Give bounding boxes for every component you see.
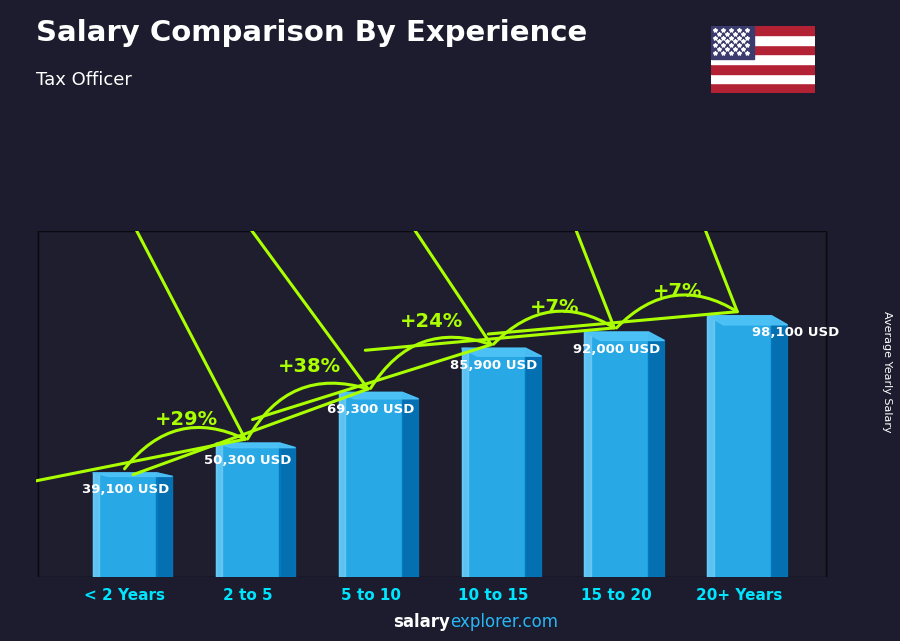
Polygon shape xyxy=(462,348,468,577)
FancyArrowPatch shape xyxy=(0,217,245,488)
Text: 92,000 USD: 92,000 USD xyxy=(573,342,661,356)
Polygon shape xyxy=(462,348,542,356)
Text: 85,900 USD: 85,900 USD xyxy=(450,359,537,372)
Polygon shape xyxy=(338,392,418,399)
Bar xyxy=(711,64,814,74)
Polygon shape xyxy=(707,316,714,577)
Text: +29%: +29% xyxy=(155,410,218,428)
Polygon shape xyxy=(584,332,591,577)
Polygon shape xyxy=(280,443,295,577)
Polygon shape xyxy=(216,443,295,447)
Bar xyxy=(711,35,814,45)
FancyArrowPatch shape xyxy=(253,137,491,420)
Polygon shape xyxy=(707,316,771,577)
Text: +38%: +38% xyxy=(277,356,340,376)
Polygon shape xyxy=(771,316,788,577)
Polygon shape xyxy=(338,392,345,577)
Text: salary: salary xyxy=(393,613,450,631)
Polygon shape xyxy=(157,473,173,577)
FancyBboxPatch shape xyxy=(39,231,825,577)
Polygon shape xyxy=(584,332,664,340)
Text: explorer.com: explorer.com xyxy=(450,613,558,631)
Bar xyxy=(711,74,814,83)
Text: 69,300 USD: 69,300 USD xyxy=(328,403,415,416)
Text: +7%: +7% xyxy=(653,282,703,301)
Polygon shape xyxy=(93,473,99,577)
Polygon shape xyxy=(216,443,222,577)
Polygon shape xyxy=(707,316,788,325)
FancyArrowPatch shape xyxy=(489,79,737,334)
Polygon shape xyxy=(462,348,526,577)
Bar xyxy=(711,83,814,93)
Polygon shape xyxy=(216,443,280,577)
Bar xyxy=(711,26,754,60)
Polygon shape xyxy=(584,332,648,577)
FancyBboxPatch shape xyxy=(39,231,825,577)
Text: +7%: +7% xyxy=(530,299,580,317)
Polygon shape xyxy=(93,473,157,577)
Text: +24%: +24% xyxy=(400,312,464,331)
Text: 39,100 USD: 39,100 USD xyxy=(82,483,169,496)
FancyBboxPatch shape xyxy=(39,231,825,577)
Text: Tax Officer: Tax Officer xyxy=(36,71,132,88)
Polygon shape xyxy=(338,392,402,577)
Text: 98,100 USD: 98,100 USD xyxy=(752,326,839,339)
Text: 50,300 USD: 50,300 USD xyxy=(204,454,292,467)
FancyArrowPatch shape xyxy=(133,188,368,474)
FancyArrowPatch shape xyxy=(365,95,615,350)
Polygon shape xyxy=(402,392,418,577)
Polygon shape xyxy=(526,348,542,577)
Polygon shape xyxy=(648,332,664,577)
Text: Salary Comparison By Experience: Salary Comparison By Experience xyxy=(36,19,587,47)
Text: Average Yearly Salary: Average Yearly Salary xyxy=(881,311,892,433)
FancyBboxPatch shape xyxy=(39,231,825,577)
Bar xyxy=(711,54,814,64)
Bar xyxy=(711,45,814,54)
Polygon shape xyxy=(93,473,173,476)
Bar xyxy=(711,26,814,35)
